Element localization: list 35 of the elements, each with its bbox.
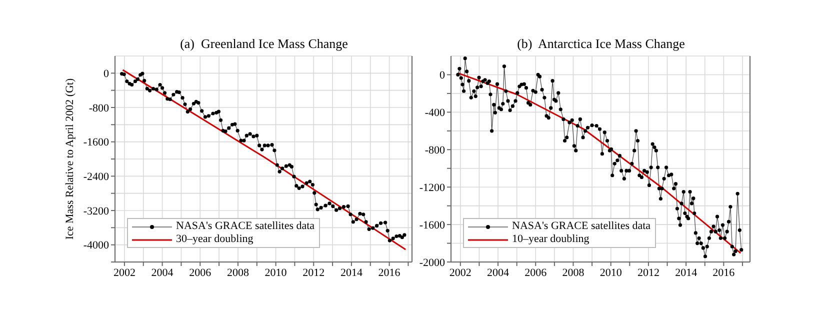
x-tick-label: 2012 (637, 266, 660, 279)
x-tick-label: 2002 (113, 266, 136, 279)
x-tick-label: 2008 (226, 266, 250, 279)
y-tick-label: -800 (424, 144, 446, 157)
x-tick-label: 2006 (524, 266, 548, 279)
x-tick-label: 2004 (487, 266, 510, 279)
x-tick-label: 2002 (449, 266, 472, 279)
y-tick-label: 0 (440, 70, 446, 82)
x-tick-label: 2006 (189, 266, 212, 279)
y-tick-label: -800 (88, 102, 110, 114)
y-tick-label: -4000 (83, 240, 110, 252)
x-tick-label: 2014 (340, 266, 363, 279)
y-tick-label: -400 (424, 107, 446, 120)
legend-label: NASA's GRACE satellites data (176, 220, 315, 233)
x-tick-label: 2016 (712, 266, 736, 279)
y-tick-label: -3200 (83, 205, 110, 218)
legend-label: 10–year doubling (512, 233, 590, 246)
y-tick-label: -1600 (83, 136, 110, 149)
x-tick-label: 2014 (675, 266, 698, 279)
x-tick-label: 2012 (302, 266, 325, 279)
legend-label: NASA's GRACE satellites data (512, 220, 651, 233)
chart-title: (a) Greenland Ice Mass Change (179, 36, 349, 52)
y-tick-label: -2000 (419, 256, 446, 269)
y-axis-title: Ice Mass Relative to April 2002 (Gt) (64, 78, 76, 240)
x-tick-label: 2010 (600, 266, 622, 279)
y-tick-label: -1200 (419, 182, 446, 194)
legend-label: 30–year doubling (176, 233, 254, 246)
x-tick-label: 2010 (264, 266, 288, 279)
chart-title: (b) Antarctica Ice Mass Change (516, 36, 686, 52)
y-tick-label: -1600 (419, 219, 446, 232)
x-tick-label: 2004 (151, 266, 174, 279)
y-tick-label: -2400 (83, 171, 110, 184)
x-tick-label: 2016 (378, 266, 401, 279)
y-tick-label: 0 (104, 68, 110, 80)
x-tick-label: 2008 (562, 266, 585, 279)
